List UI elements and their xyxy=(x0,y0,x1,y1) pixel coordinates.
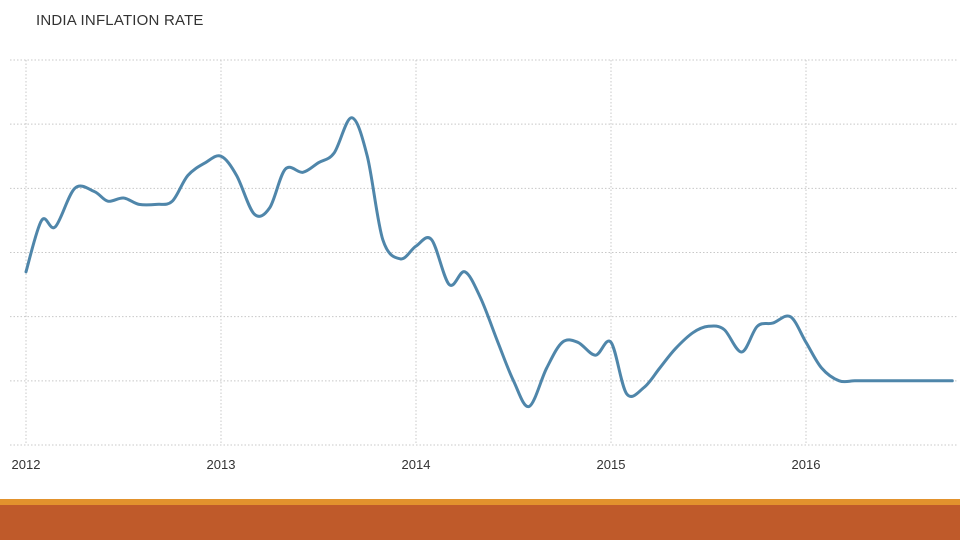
x-tick-label: 2016 xyxy=(792,457,821,472)
x-axis-ticks: 2012 2013 2014 2015 2016 xyxy=(12,457,821,472)
x-tick-label: 2014 xyxy=(402,457,431,472)
chart-title: INDIA INFLATION RATE xyxy=(36,12,204,29)
footer-band xyxy=(0,505,960,540)
x-tick-label: 2013 xyxy=(207,457,236,472)
x-tick-label: 2015 xyxy=(597,457,626,472)
x-tick-label: 2012 xyxy=(12,457,41,472)
series-line-inflation xyxy=(24,116,954,409)
footer-accent-stripe xyxy=(0,499,960,505)
grid xyxy=(10,59,958,446)
series-layer xyxy=(24,116,954,409)
line-chart: 2012 2013 2014 2015 2016 xyxy=(10,59,958,472)
